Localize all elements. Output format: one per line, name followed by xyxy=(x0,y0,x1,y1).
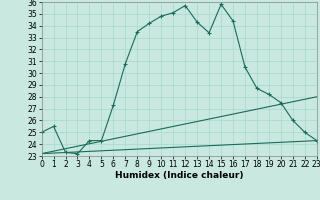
X-axis label: Humidex (Indice chaleur): Humidex (Indice chaleur) xyxy=(115,171,244,180)
